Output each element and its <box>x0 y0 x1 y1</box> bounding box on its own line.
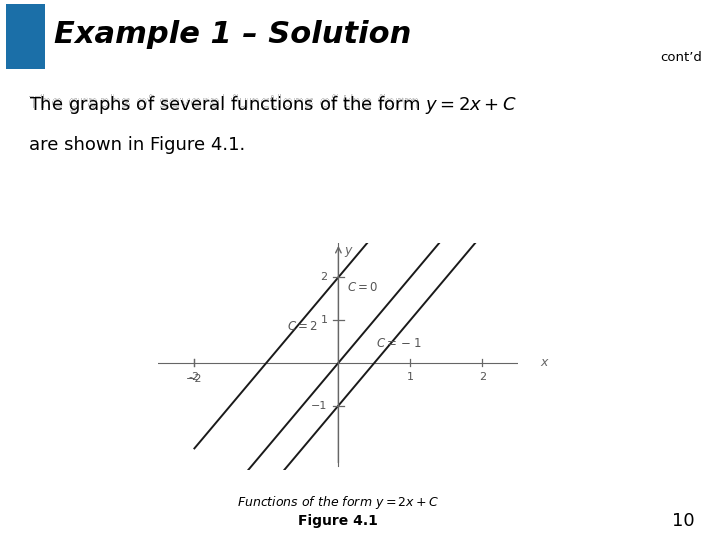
FancyBboxPatch shape <box>6 4 45 69</box>
Text: $C = -1$: $C = -1$ <box>376 337 421 350</box>
Text: $x$: $x$ <box>540 356 550 369</box>
Text: Figure 4.1: Figure 4.1 <box>299 514 378 528</box>
Text: −2: −2 <box>186 374 202 383</box>
Text: 2: 2 <box>320 272 328 282</box>
Text: $C = 2$: $C = 2$ <box>287 320 318 333</box>
Text: The graphs of several functions of the form ι = 2ι + C: The graphs of several functions of the f… <box>29 94 515 112</box>
Text: Functions of the form $y = 2x + C$: Functions of the form $y = 2x + C$ <box>238 494 439 511</box>
Text: 2: 2 <box>479 372 486 382</box>
Text: 1: 1 <box>407 372 414 382</box>
Text: $y$: $y$ <box>344 245 354 259</box>
Text: Example 1 – Solution: Example 1 – Solution <box>54 21 411 50</box>
Text: are shown in Figure 4.1.: are shown in Figure 4.1. <box>29 136 245 154</box>
Text: -2: -2 <box>189 372 200 382</box>
Text: The graphs of several functions of the form $y = 2x + C$: The graphs of several functions of the f… <box>29 94 517 116</box>
Text: 1: 1 <box>320 315 328 325</box>
Text: $C = 0$: $C = 0$ <box>347 281 378 294</box>
Text: 10: 10 <box>672 512 695 530</box>
Text: −1: −1 <box>311 401 328 410</box>
Text: cont’d: cont’d <box>660 51 702 64</box>
Text: The graphs of several functions of the form: The graphs of several functions of the f… <box>29 94 426 112</box>
